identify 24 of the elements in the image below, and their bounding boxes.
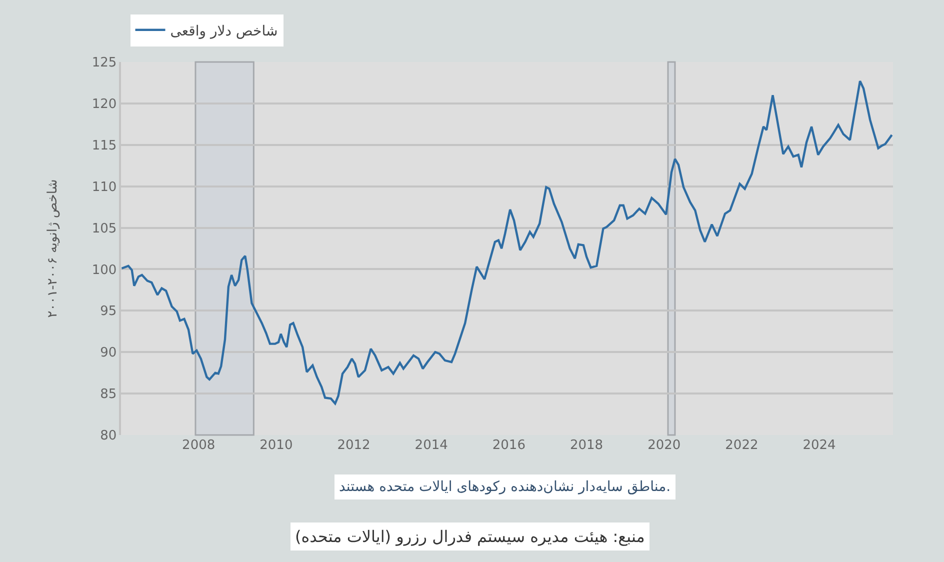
x-tick-label: 2018 — [570, 438, 604, 453]
x-tick-label: 2016 — [492, 438, 526, 453]
y-tick-label: 95 — [100, 304, 117, 320]
y-tick-label: 110 — [92, 180, 117, 195]
x-tick-label: 2022 — [725, 438, 758, 453]
y-tick-label: 125 — [92, 56, 117, 71]
y-tick-label: 80 — [100, 428, 117, 444]
line-series — [121, 80, 893, 405]
y-tick-label: 115 — [92, 138, 117, 154]
y-tick-label: 105 — [92, 221, 117, 236]
x-tick-label: 2012 — [337, 438, 370, 453]
x-tick-label: 2008 — [182, 438, 216, 453]
x-tick-label: 2014 — [414, 438, 448, 453]
y-tick-label: 120 — [92, 96, 117, 112]
y-tick-label: 100 — [92, 262, 117, 278]
y-tick-label: 85 — [100, 387, 117, 402]
x-tick-label: 2024 — [802, 438, 836, 453]
x-tick-label: 2020 — [648, 438, 681, 453]
legend-label: شاخص دلار واقعی — [170, 23, 278, 40]
y-tick-label: 90 — [100, 346, 117, 361]
y-axis-title: شاخص ژانویه ۲۰۰۶-۲۰۰۱ — [45, 179, 60, 318]
x-tick-label: 2010 — [260, 438, 293, 453]
text: مناطق سایه‌دار نشان‌دهنده رکودهای ایالات متحده هستند. — [339, 479, 671, 495]
text: منبع: هیئت مدیره سیستم فدرال رزرو (ایالات متحده) — [295, 527, 645, 546]
